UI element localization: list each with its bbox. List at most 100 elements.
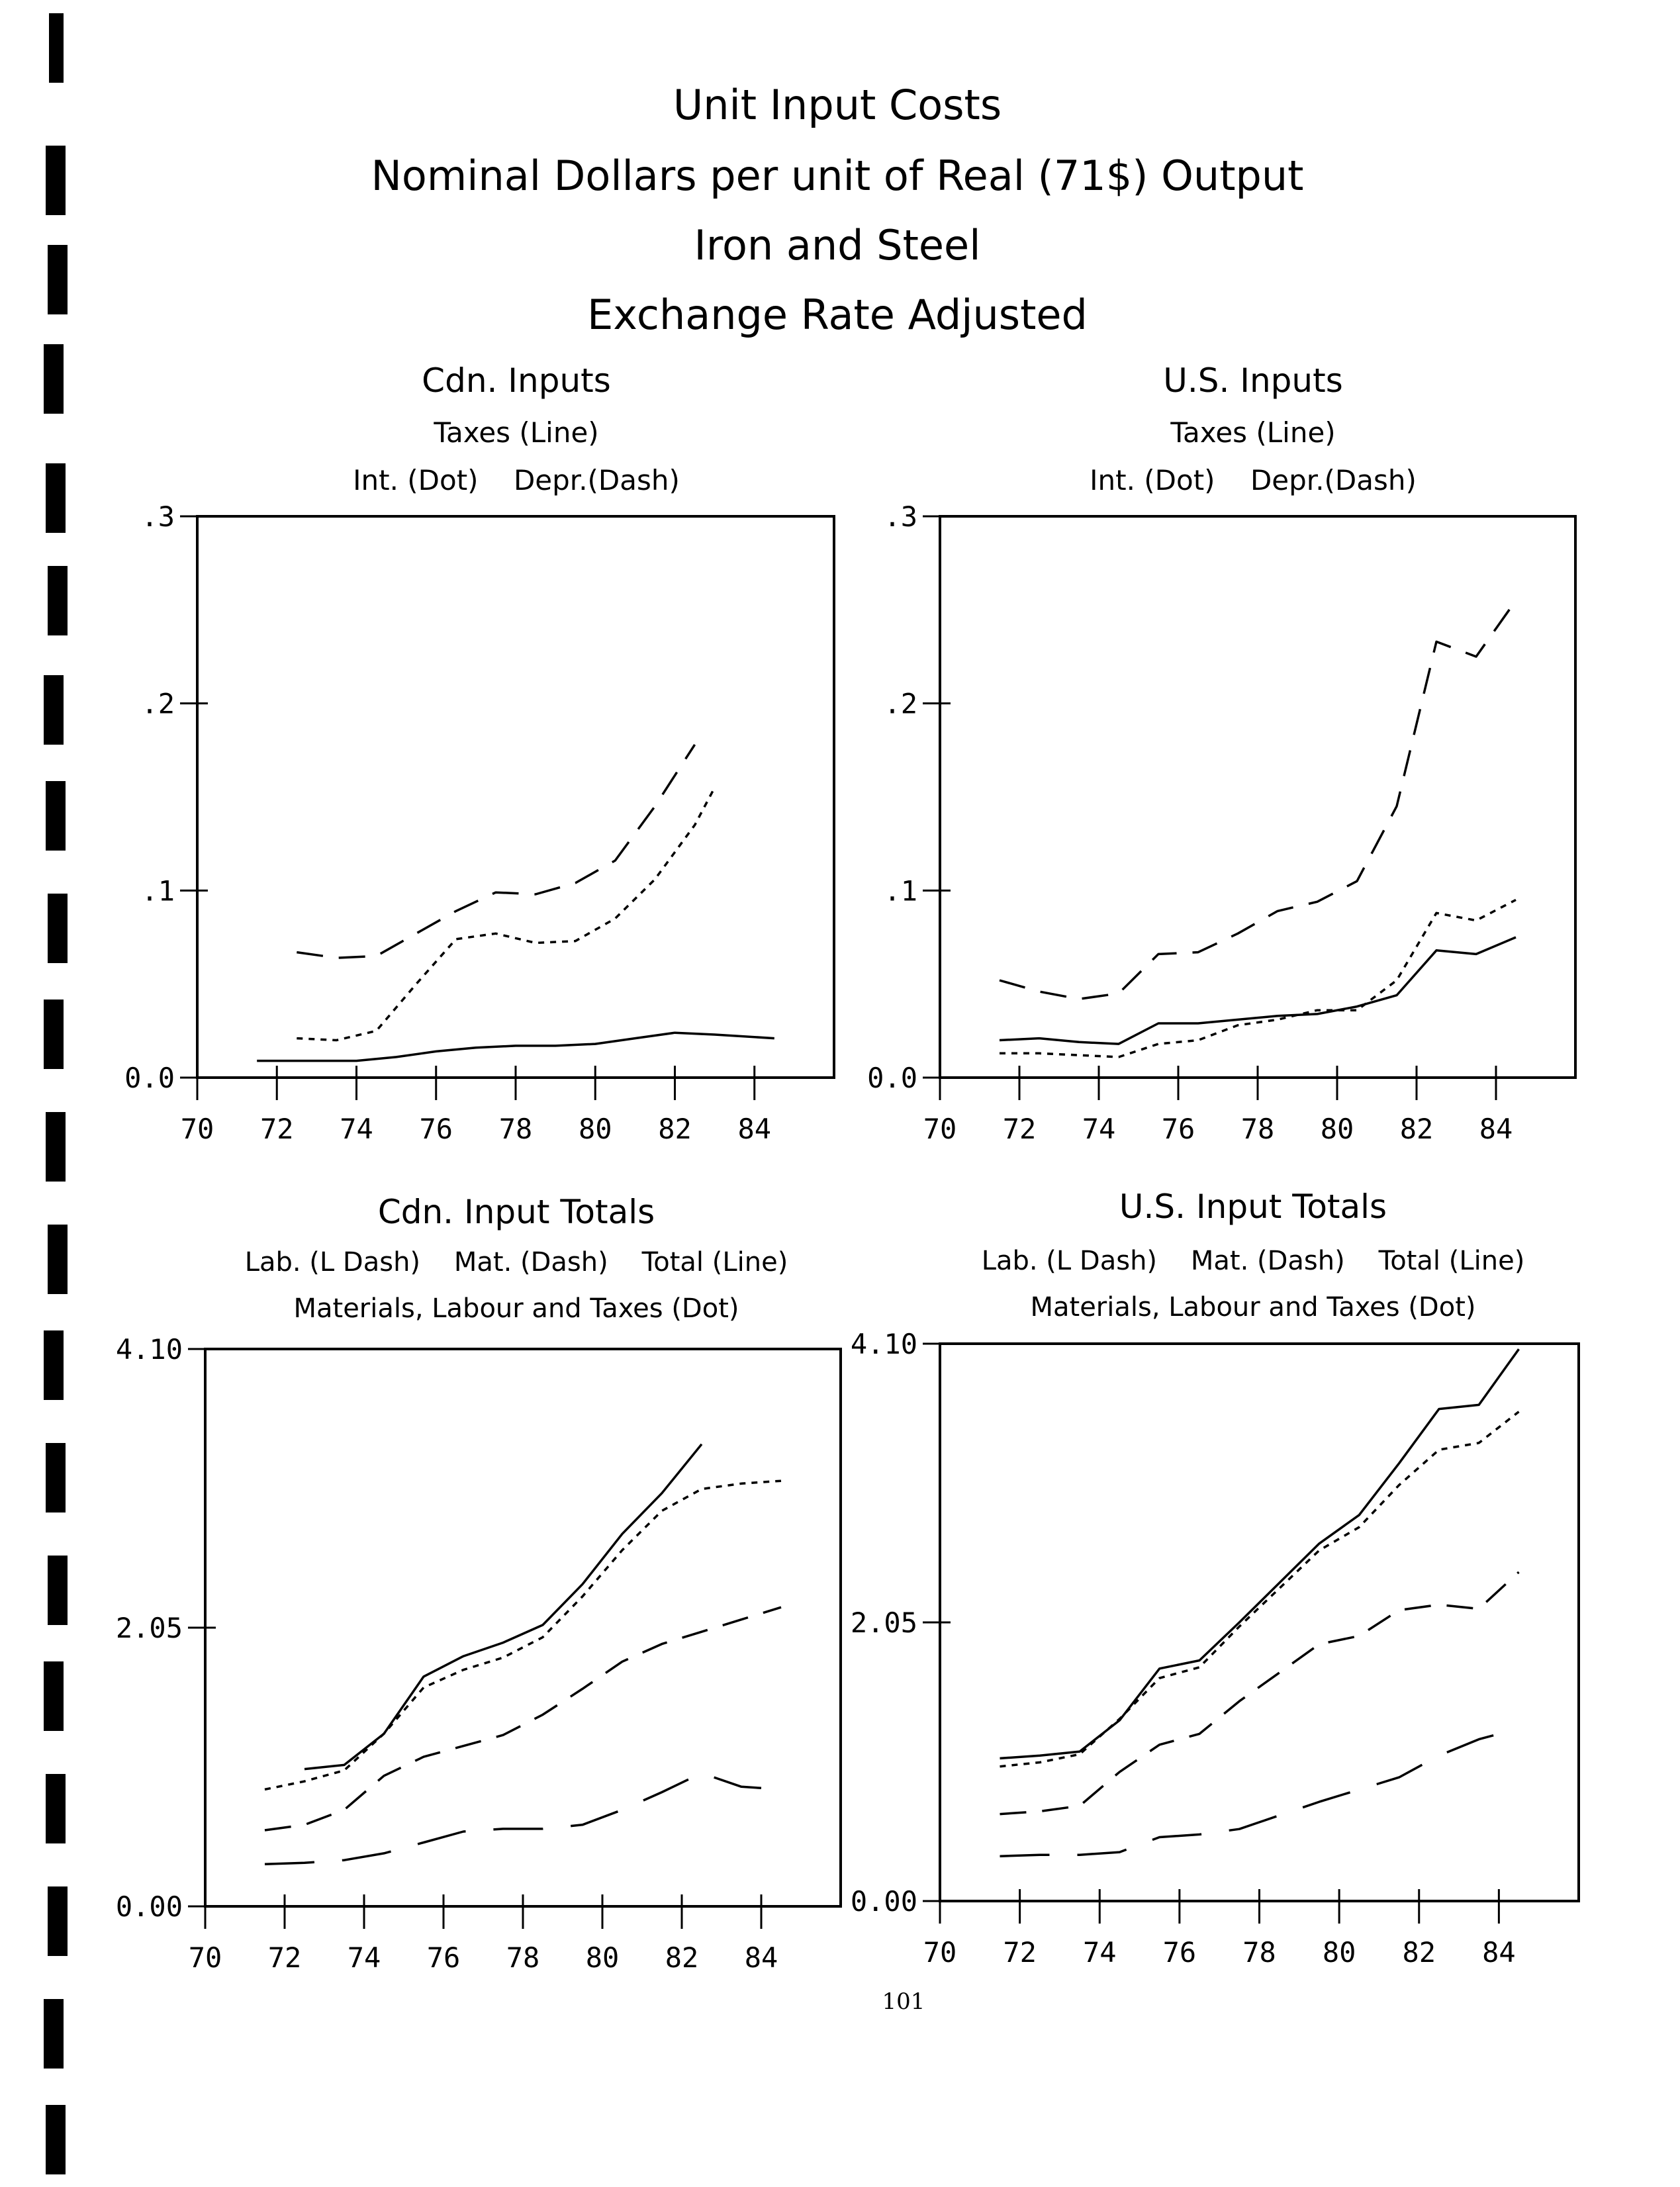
series-line-depr — [297, 743, 696, 959]
series-line-lab — [1000, 1732, 1499, 1857]
x-tick-label: 80 — [1321, 1113, 1354, 1145]
x-tick-label: 84 — [745, 1941, 778, 1974]
x-tick-label: 70 — [189, 1941, 222, 1974]
chart-subtitle-1: Taxes (Line) — [433, 416, 598, 449]
page-title-line-2: Nominal Dollars per unit of Real (71$) O… — [371, 152, 1304, 200]
series-line-int — [1000, 898, 1517, 1058]
x-tick-label: 76 — [1162, 1113, 1195, 1145]
series-line-int — [297, 787, 716, 1042]
binder-mark — [48, 1225, 68, 1294]
x-tick-label: 84 — [1479, 1113, 1513, 1145]
chart-subtitle-1: Taxes (Line) — [1170, 416, 1335, 449]
x-tick-label: 82 — [658, 1113, 692, 1145]
x-tick-label: 76 — [419, 1113, 453, 1145]
plot-frame — [204, 1348, 842, 1908]
plot-area: 70 72 74 76 78 80 82 84 0.00 2.05 4.10 — [116, 1333, 842, 1974]
chart-subtitle-1: Lab. (L Dash) Mat. (Dash) Total (Line) — [982, 1246, 1525, 1276]
binder-mark — [44, 344, 64, 414]
chart-subtitle-2: Materials, Labour and Taxes (Dot) — [293, 1293, 739, 1324]
binder-hole-marks — [44, 13, 68, 2174]
chart-us-inputs: U.S. Inputs Taxes (Line) Int. (Dot) Depr… — [867, 361, 1577, 1145]
plot-area: 70 72 74 76 78 80 82 84 0.00 2.05 4.10 — [851, 1328, 1580, 1969]
series-line-materials-labour-and-taxes — [264, 1479, 782, 1791]
x-tick-label: 76 — [1163, 1936, 1197, 1969]
plot-frame — [196, 515, 835, 1079]
x-tick-label: 70 — [923, 1113, 957, 1145]
x-tick-label: 72 — [1003, 1936, 1037, 1969]
y-tick-label: 2.05 — [116, 1612, 183, 1644]
chart-cdn-inputs: Cdn. Inputs Taxes (Line) Int. (Dot) Depr… — [124, 361, 835, 1145]
chart-subtitle-1: Lab. (L Dash) Mat. (Dash) Total (Line) — [245, 1247, 788, 1278]
y-tick-label: 4.10 — [851, 1328, 917, 1360]
binder-mark — [48, 566, 68, 635]
page-title-line-1: Unit Input Costs — [673, 81, 1002, 129]
y-tick-label: .2 — [884, 688, 917, 720]
x-tick-label: 76 — [427, 1941, 461, 1974]
chart-subtitle-2: Int. (Dot) Depr.(Dash) — [353, 464, 680, 496]
plot-area: 70 72 74 76 78 80 82 84 0.0 .1 .2 .3 — [124, 500, 835, 1145]
x-tick-label: 72 — [268, 1941, 302, 1974]
binder-mark — [49, 13, 64, 83]
x-tick-label: 72 — [1003, 1113, 1037, 1145]
series-line-total — [304, 1443, 703, 1771]
x-tick-label: 80 — [586, 1941, 620, 1974]
page-title-line-3: Iron and Steel — [694, 221, 981, 269]
chart-title: Cdn. Inputs — [422, 361, 611, 400]
binder-mark — [48, 245, 68, 314]
x-tick-label: 78 — [506, 1941, 540, 1974]
binder-mark — [46, 781, 66, 851]
series-line-mat — [264, 1606, 782, 1832]
x-tick-label: 82 — [665, 1941, 699, 1974]
chart-title: Cdn. Input Totals — [378, 1193, 655, 1231]
chart-cdn-input-totals: Cdn. Input Totals Lab. (L Dash) Mat. (Da… — [116, 1193, 842, 1974]
chart-subtitle-2: Materials, Labour and Taxes (Dot) — [1030, 1292, 1475, 1323]
binder-mark — [44, 675, 64, 745]
y-tick-label: 0.00 — [851, 1885, 917, 1918]
page-number: 101 — [882, 1988, 925, 2015]
binder-mark — [46, 1112, 66, 1182]
series-line-taxes — [257, 1031, 774, 1062]
x-tick-label: 70 — [923, 1936, 957, 1969]
plot-frame — [939, 1342, 1580, 1902]
y-tick-label: 0.0 — [124, 1062, 175, 1094]
x-tick-label: 74 — [1083, 1936, 1117, 1969]
binder-mark — [44, 1661, 64, 1731]
chart-title: U.S. Inputs — [1163, 361, 1343, 400]
y-tick-label: 0.00 — [116, 1890, 183, 1923]
y-tick-label: .3 — [884, 500, 917, 533]
x-tick-label: 84 — [737, 1113, 771, 1145]
page-title-line-4: Exchange Rate Adjusted — [587, 291, 1088, 339]
x-tick-label: 72 — [260, 1113, 294, 1145]
series-line-materials-labour-and-taxes — [1000, 1411, 1520, 1768]
series-line-depr — [999, 600, 1517, 1001]
y-tick-label: 4.10 — [116, 1333, 183, 1366]
binder-mark — [46, 146, 66, 215]
y-tick-label: .2 — [141, 688, 175, 720]
page-title: Unit Input Costs Nominal Dollars per uni… — [371, 81, 1304, 339]
chart-subtitle-2: Int. (Dot) Depr.(Dash) — [1090, 464, 1417, 496]
x-tick-label: 74 — [1082, 1113, 1116, 1145]
y-tick-label: 0.0 — [867, 1062, 917, 1094]
x-tick-label: 70 — [181, 1113, 214, 1145]
chart-title: U.S. Input Totals — [1119, 1187, 1387, 1226]
y-tick-label: .3 — [141, 500, 175, 533]
y-tick-label: .1 — [884, 874, 917, 907]
binder-mark — [46, 463, 66, 533]
x-tick-label: 74 — [348, 1941, 381, 1974]
series-line-taxes — [999, 936, 1517, 1045]
plot-frame — [939, 515, 1577, 1079]
binder-mark — [46, 1443, 66, 1512]
binder-mark — [44, 1330, 64, 1400]
chart-us-input-totals: U.S. Input Totals Lab. (L Dash) Mat. (Da… — [851, 1187, 1580, 1969]
x-tick-label: 84 — [1482, 1936, 1516, 1969]
x-tick-label: 82 — [1402, 1936, 1436, 1969]
x-tick-label: 78 — [499, 1113, 533, 1145]
plot-area: 70 72 74 76 78 80 82 84 0.0 .1 .2 .3 — [867, 500, 1577, 1145]
binder-mark — [48, 1556, 68, 1625]
x-tick-label: 80 — [1323, 1936, 1356, 1969]
y-tick-label: 2.05 — [851, 1606, 917, 1639]
binder-mark — [48, 894, 68, 963]
x-tick-label: 78 — [1241, 1113, 1275, 1145]
series-line-lab — [264, 1771, 762, 1866]
